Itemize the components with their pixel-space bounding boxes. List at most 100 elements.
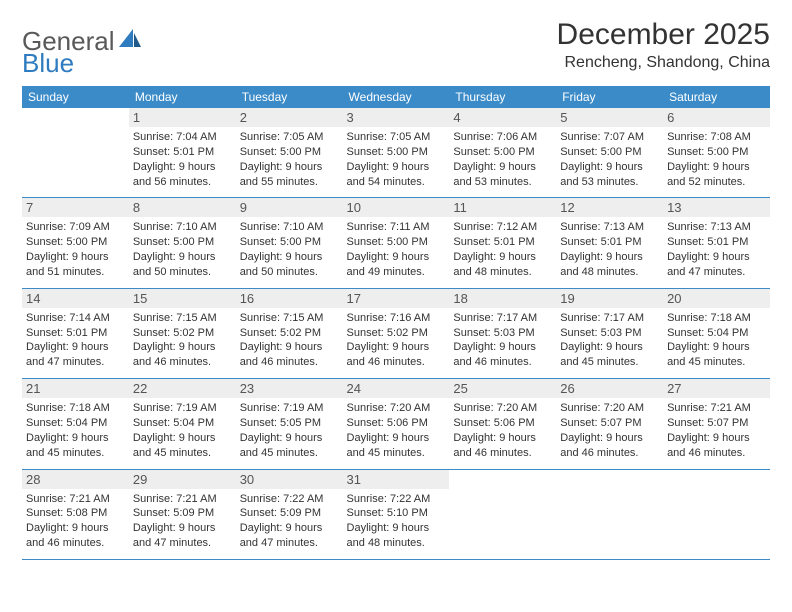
day-number: 1	[129, 108, 236, 127]
daylight-text: Daylight: 9 hours and 53 minutes.	[560, 160, 659, 190]
day-number: 16	[236, 289, 343, 308]
day-number: 10	[343, 198, 450, 217]
sunset-text: Sunset: 5:01 PM	[133, 145, 232, 160]
day-header: Thursday	[449, 86, 556, 108]
day-number: 12	[556, 198, 663, 217]
day-header: Monday	[129, 86, 236, 108]
sunset-text: Sunset: 5:06 PM	[347, 416, 446, 431]
day-number: 21	[22, 379, 129, 398]
calendar-cell: 4Sunrise: 7:06 AMSunset: 5:00 PMDaylight…	[449, 108, 556, 198]
sunrise-text: Sunrise: 7:10 AM	[133, 220, 232, 235]
daylight-text: Daylight: 9 hours and 45 minutes.	[560, 340, 659, 370]
daylight-text: Daylight: 9 hours and 46 minutes.	[453, 340, 552, 370]
daylight-text: Daylight: 9 hours and 46 minutes.	[347, 340, 446, 370]
sunrise-text: Sunrise: 7:21 AM	[667, 401, 766, 416]
calendar-body: 1Sunrise: 7:04 AMSunset: 5:01 PMDaylight…	[22, 108, 770, 559]
daylight-text: Daylight: 9 hours and 48 minutes.	[347, 521, 446, 551]
calendar-cell: 23Sunrise: 7:19 AMSunset: 5:05 PMDayligh…	[236, 379, 343, 469]
calendar-week-row: 14Sunrise: 7:14 AMSunset: 5:01 PMDayligh…	[22, 288, 770, 378]
day-number: 23	[236, 379, 343, 398]
day-number: 13	[663, 198, 770, 217]
sunset-text: Sunset: 5:08 PM	[26, 506, 125, 521]
calendar-cell: 1 Sunrise: 7:04 AMSunset: 5:01 PMDaylight…	[129, 108, 236, 198]
sunrise-text: Sunrise: 7:04 AM	[133, 130, 232, 145]
day-number: 19	[556, 289, 663, 308]
daylight-text: Daylight: 9 hours and 46 minutes.	[667, 431, 766, 461]
day-number: 24	[343, 379, 450, 398]
calendar-cell	[556, 469, 663, 559]
calendar-cell: 27Sunrise: 7:21 AMSunset: 5:07 PMDayligh…	[663, 379, 770, 469]
day-number: 31	[343, 470, 450, 489]
calendar-cell: 19Sunrise: 7:17 AMSunset: 5:03 PMDayligh…	[556, 288, 663, 378]
calendar-cell	[449, 469, 556, 559]
calendar-cell: 12Sunrise: 7:13 AMSunset: 5:01 PMDayligh…	[556, 198, 663, 288]
daylight-text: Daylight: 9 hours and 50 minutes.	[240, 250, 339, 280]
calendar-cell: 24Sunrise: 7:20 AMSunset: 5:06 PMDayligh…	[343, 379, 450, 469]
sunset-text: Sunset: 5:09 PM	[133, 506, 232, 521]
calendar-cell: 3Sunrise: 7:05 AMSunset: 5:00 PMDaylight…	[343, 108, 450, 198]
sunset-text: Sunset: 5:07 PM	[560, 416, 659, 431]
day-number: 3	[343, 108, 450, 127]
sunrise-text: Sunrise: 7:05 AM	[240, 130, 339, 145]
sunset-text: Sunset: 5:02 PM	[133, 326, 232, 341]
calendar-cell: 31 Sunrise: 7:22 AMSunset: 5:10 PMDayligh…	[343, 469, 450, 559]
daylight-text: Daylight: 9 hours and 45 minutes.	[133, 431, 232, 461]
daylight-text: Daylight: 9 hours and 55 minutes.	[240, 160, 339, 190]
sunset-text: Sunset: 5:00 PM	[26, 235, 125, 250]
brand-sail-icon	[119, 29, 141, 54]
page-header: General December 2025 Rencheng, Shandong…	[22, 18, 770, 72]
day-header: Saturday	[663, 86, 770, 108]
day-number: 26	[556, 379, 663, 398]
calendar-cell: 18Sunrise: 7:17 AMSunset: 5:03 PMDayligh…	[449, 288, 556, 378]
sunset-text: Sunset: 5:01 PM	[667, 235, 766, 250]
calendar-cell: 26Sunrise: 7:20 AMSunset: 5:07 PMDayligh…	[556, 379, 663, 469]
calendar-cell: 10Sunrise: 7:11 AMSunset: 5:00 PMDayligh…	[343, 198, 450, 288]
calendar-cell: 20Sunrise: 7:18 AMSunset: 5:04 PMDayligh…	[663, 288, 770, 378]
sunrise-text: Sunrise: 7:22 AM	[347, 492, 446, 507]
calendar-week-row: 21Sunrise: 7:18 AMSunset: 5:04 PMDayligh…	[22, 379, 770, 469]
sunrise-text: Sunrise: 7:09 AM	[26, 220, 125, 235]
sunset-text: Sunset: 5:05 PM	[240, 416, 339, 431]
sunrise-text: Sunrise: 7:10 AM	[240, 220, 339, 235]
day-number: 27	[663, 379, 770, 398]
sunrise-text: Sunrise: 7:15 AM	[240, 311, 339, 326]
daylight-text: Daylight: 9 hours and 53 minutes.	[453, 160, 552, 190]
calendar-cell: 17Sunrise: 7:16 AMSunset: 5:02 PMDayligh…	[343, 288, 450, 378]
sunset-text: Sunset: 5:00 PM	[240, 145, 339, 160]
calendar-cell: 8Sunrise: 7:10 AMSunset: 5:00 PMDaylight…	[129, 198, 236, 288]
sunrise-text: Sunrise: 7:13 AM	[560, 220, 659, 235]
sunset-text: Sunset: 5:02 PM	[240, 326, 339, 341]
sunset-text: Sunset: 5:00 PM	[240, 235, 339, 250]
calendar-cell: 15Sunrise: 7:15 AMSunset: 5:02 PMDayligh…	[129, 288, 236, 378]
day-number: 9	[236, 198, 343, 217]
calendar-cell: 30Sunrise: 7:22 AMSunset: 5:09 PMDayligh…	[236, 469, 343, 559]
daylight-text: Daylight: 9 hours and 45 minutes.	[26, 431, 125, 461]
daylight-text: Daylight: 9 hours and 46 minutes.	[453, 431, 552, 461]
calendar-cell: 14Sunrise: 7:14 AMSunset: 5:01 PMDayligh…	[22, 288, 129, 378]
daylight-text: Daylight: 9 hours and 56 minutes.	[133, 160, 232, 190]
calendar-cell: 9 Sunrise: 7:10 AMSunset: 5:00 PMDaylight…	[236, 198, 343, 288]
sunrise-text: Sunrise: 7:17 AM	[560, 311, 659, 326]
sunset-text: Sunset: 5:00 PM	[347, 145, 446, 160]
sunset-text: Sunset: 5:10 PM	[347, 506, 446, 521]
sunset-text: Sunset: 5:00 PM	[133, 235, 232, 250]
day-number: 14	[22, 289, 129, 308]
sunset-text: Sunset: 5:00 PM	[560, 145, 659, 160]
calendar-cell: 28Sunrise: 7:21 AMSunset: 5:08 PMDayligh…	[22, 469, 129, 559]
sunrise-text: Sunrise: 7:15 AM	[133, 311, 232, 326]
daylight-text: Daylight: 9 hours and 48 minutes.	[453, 250, 552, 280]
day-number: 6	[663, 108, 770, 127]
sunrise-text: Sunrise: 7:07 AM	[560, 130, 659, 145]
daylight-text: Daylight: 9 hours and 46 minutes.	[133, 340, 232, 370]
calendar-cell: 7Sunrise: 7:09 AMSunset: 5:00 PMDaylight…	[22, 198, 129, 288]
calendar-cell: 22Sunrise: 7:19 AMSunset: 5:04 PMDayligh…	[129, 379, 236, 469]
day-header: Sunday	[22, 86, 129, 108]
daylight-text: Daylight: 9 hours and 46 minutes.	[560, 431, 659, 461]
day-number: 28	[22, 470, 129, 489]
location: Rencheng, Shandong, China	[557, 54, 770, 72]
sunrise-text: Sunrise: 7:17 AM	[453, 311, 552, 326]
day-number: 25	[449, 379, 556, 398]
daylight-text: Daylight: 9 hours and 48 minutes.	[560, 250, 659, 280]
daylight-text: Daylight: 9 hours and 47 minutes.	[26, 340, 125, 370]
daylight-text: Daylight: 9 hours and 52 minutes.	[667, 160, 766, 190]
